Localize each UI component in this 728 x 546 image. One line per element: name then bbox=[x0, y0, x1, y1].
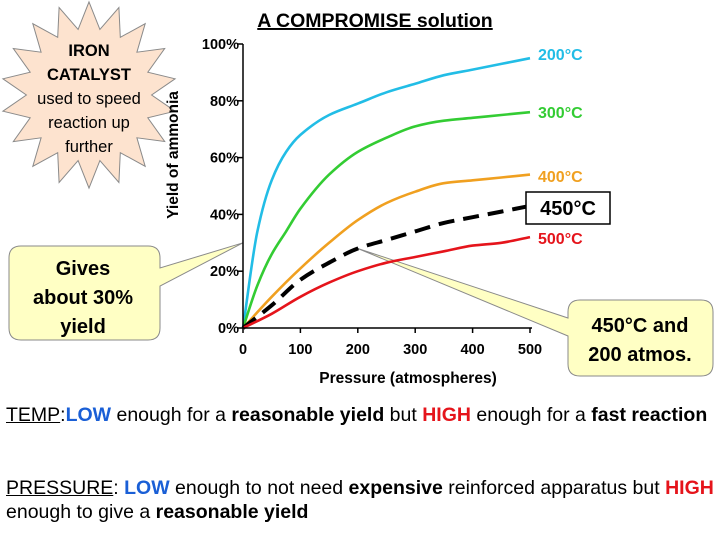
catalyst-text-line-2: CATALYST bbox=[47, 66, 131, 84]
temp-low-word: LOW bbox=[65, 404, 112, 426]
conditions-callout-box bbox=[357, 248, 714, 377]
temp-reasonable-yield: reasonable yield bbox=[231, 404, 385, 426]
series-label-500c: 500°C bbox=[538, 231, 583, 248]
catalyst-text-line-3: used to speed bbox=[37, 90, 141, 108]
y-tick-label: 40% bbox=[210, 207, 239, 223]
pressure-separator: : bbox=[113, 477, 125, 499]
yield-chart: IRON CATALYST used to speed reaction up furt… bbox=[1, 0, 714, 387]
x-tick-label: 300 bbox=[403, 342, 427, 358]
pressure-explanation: PRESSURE: LOW enough to not need expensi… bbox=[6, 476, 722, 524]
yield-callout-line-1: Gives bbox=[56, 258, 110, 280]
pressure-expensive: expensive bbox=[348, 477, 443, 499]
pressure-text-part-2: reinforced apparatus but bbox=[442, 477, 666, 499]
temp-separator: : bbox=[60, 404, 66, 426]
temp-text-part-2: but bbox=[384, 404, 423, 426]
x-tick-label: 100 bbox=[288, 342, 312, 358]
catalyst-text-line-1: IRON bbox=[68, 42, 109, 60]
series-label-300c: 300°C bbox=[538, 105, 583, 122]
series-line-200c bbox=[241, 56, 531, 329]
temp-fast-reaction: fast reaction bbox=[591, 404, 708, 426]
pressure-text-part-1: enough to not need bbox=[169, 477, 349, 499]
series-line-450c bbox=[241, 203, 531, 330]
temperature-explanation: TEMP:LOW enough for a reasonable yield b… bbox=[6, 403, 722, 427]
pressure-label: PRESSURE bbox=[6, 477, 114, 499]
conditions-callout-line-2: 200 atmos. bbox=[588, 344, 691, 366]
y-tick-label: 100% bbox=[202, 37, 239, 53]
yield-callout-line-2: about 30% bbox=[33, 287, 133, 309]
series-label-200c: 200°C bbox=[538, 47, 583, 64]
pressure-text-part-3: enough to give a bbox=[6, 501, 156, 523]
x-tick-label: 500 bbox=[518, 342, 542, 358]
pressure-low-word: LOW bbox=[124, 477, 170, 499]
pressure-reasonable-yield: reasonable yield bbox=[155, 501, 309, 523]
series-line-400c bbox=[242, 173, 531, 329]
temp-text-part-3: enough for a bbox=[470, 404, 592, 426]
pressure-high-word: HIGH bbox=[665, 477, 714, 499]
catalyst-text-line-4: reaction up bbox=[48, 114, 130, 132]
temp-high-word: HIGH bbox=[422, 404, 471, 426]
conditions-callout-line-1: 450°C and bbox=[592, 315, 689, 337]
temp-text-part-1: enough for a bbox=[111, 404, 232, 426]
catalyst-starburst bbox=[1, 0, 177, 190]
series-line-300c bbox=[241, 110, 531, 329]
y-tick-label: 0% bbox=[218, 321, 239, 337]
y-tick-label: 80% bbox=[210, 94, 239, 110]
yield-callout-box bbox=[8, 242, 244, 341]
series-line-500c bbox=[242, 235, 531, 330]
y-tick-label: 60% bbox=[210, 151, 239, 167]
x-axis-label: Pressure (atmospheres) bbox=[319, 370, 496, 387]
y-axis-label: Yield of ammonia bbox=[165, 91, 182, 219]
series-label-box-450c bbox=[525, 191, 611, 225]
series-label-450c: 450°C bbox=[540, 198, 596, 220]
temp-label: TEMP bbox=[6, 404, 61, 426]
x-tick-label: 400 bbox=[460, 342, 484, 358]
chart-title: A COMPROMISE solution bbox=[257, 10, 492, 32]
catalyst-text-line-5: further bbox=[65, 138, 113, 156]
x-tick-label: 0 bbox=[239, 342, 247, 358]
yield-callout-line-3: yield bbox=[60, 316, 106, 338]
y-tick-label: 20% bbox=[210, 264, 239, 280]
x-tick-label: 200 bbox=[346, 342, 370, 358]
series-label-400c: 400°C bbox=[538, 169, 583, 186]
